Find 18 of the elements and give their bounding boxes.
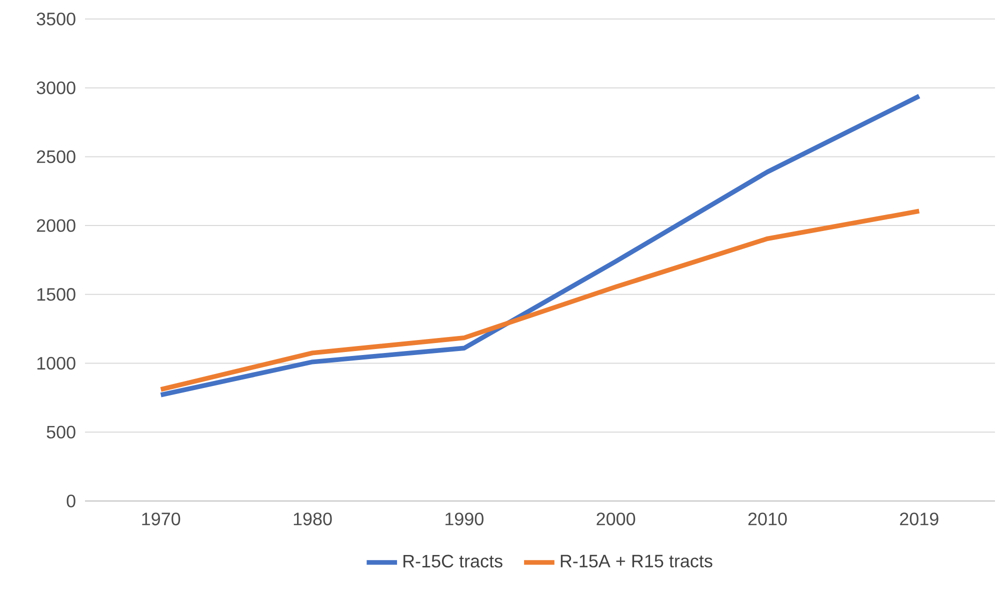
y-tick-label: 500 bbox=[46, 426, 76, 438]
y-tick-label: 2000 bbox=[36, 219, 76, 232]
line-series bbox=[158, 94, 922, 398]
legend-label: R-15A + R15 tracts bbox=[560, 554, 712, 568]
y-tick-label: 3500 bbox=[36, 12, 76, 26]
legend-label: R-15C tracts bbox=[404, 554, 502, 568]
y-tick-label: 2500 bbox=[36, 150, 76, 164]
x-tick-label: 1970 bbox=[142, 512, 180, 526]
x-tick-label: 2010 bbox=[748, 512, 787, 526]
x-tick-label: 2000 bbox=[596, 512, 636, 526]
y-tick-label: 1500 bbox=[37, 288, 76, 301]
y-tick-label: 1000 bbox=[37, 356, 76, 370]
x-tick-label: 1990 bbox=[446, 512, 484, 526]
x-tick-label: 1980 bbox=[294, 512, 332, 526]
line-series bbox=[158, 208, 922, 392]
y-tick-label: 0 bbox=[66, 494, 76, 508]
x-tick-label: 2019 bbox=[900, 512, 938, 526]
y-tick-label: 3000 bbox=[36, 81, 76, 94]
